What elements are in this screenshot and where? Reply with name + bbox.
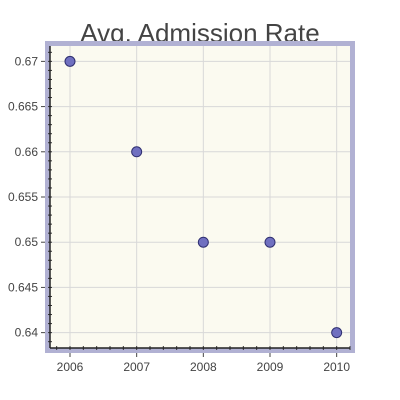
x-tick-label: 2009 xyxy=(257,360,284,374)
data-point xyxy=(331,327,343,339)
y-tick-label: 0.645 xyxy=(8,280,38,294)
data-point xyxy=(197,236,209,248)
data-point xyxy=(131,146,143,158)
data-point xyxy=(64,55,76,67)
y-tick-label: 0.66 xyxy=(15,145,39,159)
x-tick-label: 2010 xyxy=(323,360,350,374)
x-tick-label: 2008 xyxy=(190,360,217,374)
y-tick-label: 0.665 xyxy=(8,100,38,114)
data-points xyxy=(64,55,343,339)
y-tick-label: 0.655 xyxy=(8,190,38,204)
x-tick-label: 2006 xyxy=(57,360,84,374)
axes: 2006 2007 2008 2009 2010 0.64 0.645 0.65 0.655 0.… xyxy=(8,46,351,374)
data-point xyxy=(264,236,276,248)
y-tick-label: 0.65 xyxy=(15,235,39,249)
x-tick-label: 2007 xyxy=(123,360,150,374)
y-tick-label: 0.64 xyxy=(15,326,39,340)
y-tick-label: 0.67 xyxy=(15,54,39,68)
